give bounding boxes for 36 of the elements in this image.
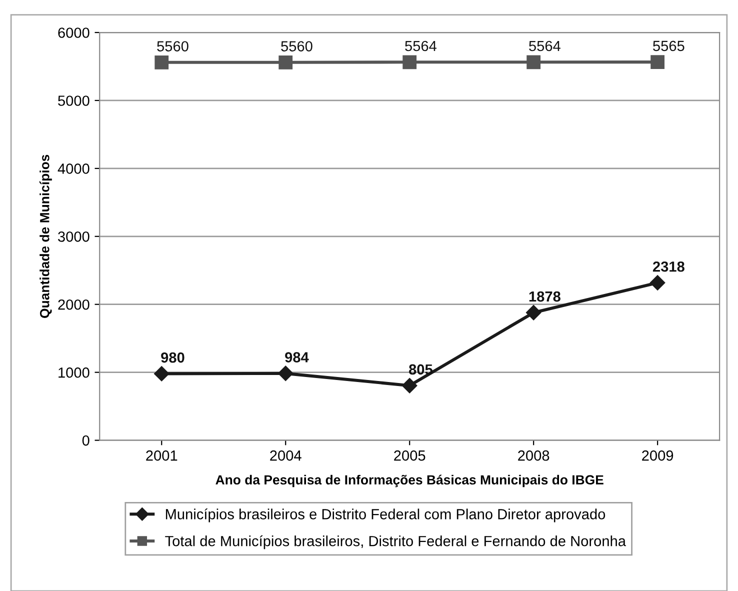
point <box>154 366 170 382</box>
point <box>650 55 665 70</box>
data-label: 805 <box>409 364 432 375</box>
y-axis-title: Quantidade de Municípios <box>40 154 52 318</box>
point <box>650 275 666 290</box>
y-tick-label: 4000 <box>58 164 90 174</box>
x-tick-label: 2009 <box>642 450 674 461</box>
data-label: 2318 <box>652 261 684 272</box>
point <box>278 55 293 70</box>
y-tick-label: 6000 <box>58 28 90 38</box>
x-tick-label: 2004 <box>270 450 302 461</box>
data-label: 5564 <box>405 40 436 52</box>
x-axis-title: Ano da Pesquisa de Informações Básicas Municipais do IBGE <box>216 474 604 488</box>
data-label: 5564 <box>529 40 560 52</box>
legend-label: Total de Municípios brasileiros, Distrito Federal e Fernando de Noronha <box>165 535 626 550</box>
y-tick-label: 2000 <box>58 299 90 310</box>
y-tick-label: 5000 <box>58 96 90 106</box>
data-label: 984 <box>285 352 309 362</box>
point <box>402 378 418 394</box>
data-label: 5565 <box>653 40 684 52</box>
point <box>402 55 417 70</box>
x-tick-label: 2001 <box>146 450 178 461</box>
point <box>526 305 542 320</box>
y-tick-label: 1000 <box>58 367 90 378</box>
y-tick-label: 0 <box>82 435 90 446</box>
data-label: 980 <box>161 352 184 363</box>
data-label: 1878 <box>529 291 560 302</box>
x-tick-label: 2008 <box>518 450 550 461</box>
point <box>526 55 541 70</box>
point <box>154 55 169 70</box>
point <box>278 366 294 381</box>
x-tick-label: 2005 <box>394 450 426 461</box>
data-label: 5560 <box>281 41 312 52</box>
y-tick-label: 3000 <box>58 232 90 242</box>
data-label: 5560 <box>157 41 188 52</box>
legend-label: Municípios brasileiros e Distrito Federal com Plano Diretor aprovado <box>166 508 606 522</box>
